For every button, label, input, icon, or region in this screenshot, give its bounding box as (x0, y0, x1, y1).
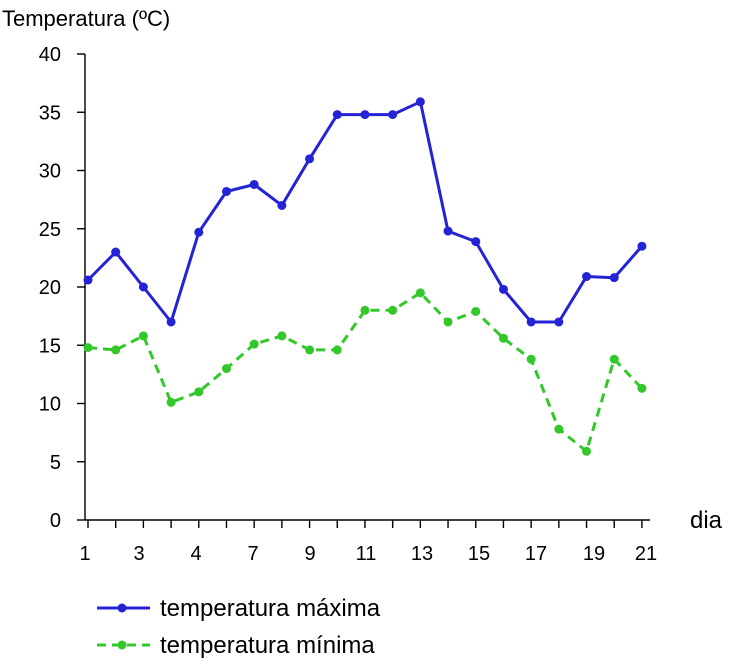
x-tick-label: 15 (468, 543, 490, 565)
y-axis-title: Temperatura (ºC) (2, 6, 170, 31)
legend-label: temperatura mínima (160, 632, 375, 659)
data-point (194, 227, 204, 237)
x-tick-label: 21 (635, 543, 657, 565)
data-point (443, 226, 453, 236)
data-point (166, 397, 176, 407)
data-point (637, 383, 647, 393)
y-tick-label: 0 (50, 510, 61, 532)
y-tick-label: 30 (39, 161, 61, 183)
x-tick-label: 4 (190, 543, 201, 565)
y-ticks: 0 5 10 15 20 25 30 35 40 (39, 44, 85, 532)
data-point (471, 306, 481, 316)
data-point (471, 237, 481, 247)
data-point (415, 288, 425, 298)
y-tick-label: 25 (39, 219, 61, 241)
x-tick-label: 1 (79, 543, 90, 565)
data-point (388, 305, 398, 315)
legend-label: temperatura máxima (160, 595, 381, 622)
legend-swatch-marker (117, 640, 127, 650)
x-axis-title: dia (690, 507, 723, 534)
data-point (305, 345, 315, 355)
data-point (138, 331, 148, 341)
series-layer (83, 97, 647, 456)
y-tick-label: 35 (39, 102, 61, 124)
data-point (138, 282, 148, 292)
x-tick-label: 13 (411, 543, 433, 565)
data-point (554, 424, 564, 434)
series-line-2 (87, 291, 643, 453)
data-point (249, 339, 259, 349)
legend: temperatura máxima temperatura mínima (97, 595, 381, 659)
data-point (582, 272, 592, 282)
data-point (415, 97, 425, 107)
data-point (83, 343, 93, 353)
data-point (637, 241, 647, 251)
data-point (221, 186, 231, 196)
data-point (332, 110, 342, 120)
data-point (360, 305, 370, 315)
x-tick-label: 17 (525, 543, 547, 565)
data-point (83, 275, 93, 285)
data-point (277, 331, 287, 341)
data-point (609, 273, 619, 283)
x-ticks: 1 3 4 7 9 11 13 15 17 19 21 (79, 520, 657, 565)
data-point (249, 179, 259, 189)
data-point (360, 110, 370, 120)
data-point (554, 317, 564, 327)
legend-swatch-marker (117, 603, 127, 613)
data-point (498, 333, 508, 343)
data-point (111, 345, 121, 355)
x-tick-label: 7 (247, 543, 258, 565)
y-tick-label: 20 (39, 277, 61, 299)
data-point (332, 345, 342, 355)
y-tick-label: 5 (50, 452, 61, 474)
x-tick-label: 11 (356, 543, 377, 565)
data-point (526, 354, 536, 364)
y-tick-label: 15 (39, 335, 61, 357)
x-tick-label: 19 (583, 543, 605, 565)
x-tick-label: 9 (304, 543, 315, 565)
data-point (194, 387, 204, 397)
data-point (582, 446, 592, 456)
data-point (221, 364, 231, 374)
data-point (277, 200, 287, 210)
series-line-1 (86, 100, 644, 324)
y-tick-label: 10 (39, 394, 61, 416)
data-point (111, 247, 121, 257)
data-point (609, 354, 619, 364)
y-tick-label: 40 (39, 44, 61, 66)
data-point (526, 317, 536, 327)
data-point (388, 110, 398, 120)
data-point (305, 154, 315, 164)
x-tick-label: 3 (133, 543, 144, 565)
data-point (166, 317, 176, 327)
data-point (498, 284, 508, 294)
data-point (443, 317, 453, 327)
